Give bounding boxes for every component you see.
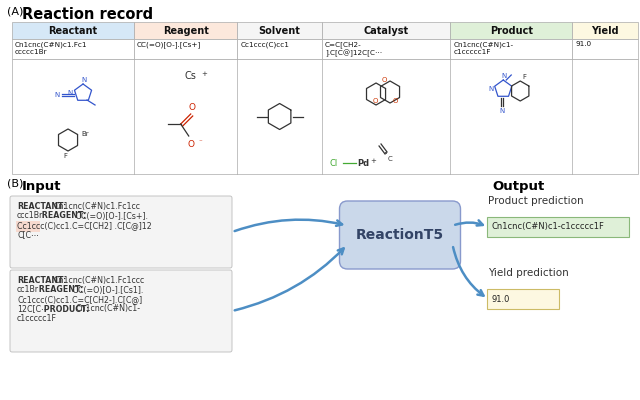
Text: CC(=O)[O-].[Cs+].: CC(=O)[O-].[Cs+].	[73, 212, 148, 220]
Text: Product: Product	[490, 26, 532, 36]
Text: ccc1Br: ccc1Br	[17, 212, 44, 220]
Text: (A): (A)	[7, 7, 24, 17]
Text: Cn1cnc(C#N)c1.Fc1
ccccc1Br: Cn1cnc(C#N)c1.Fc1 ccccc1Br	[15, 41, 88, 55]
Text: Pd: Pd	[357, 160, 369, 168]
FancyBboxPatch shape	[12, 22, 134, 39]
FancyBboxPatch shape	[16, 221, 40, 232]
Text: CC(=O)[O-].[Cs+]: CC(=O)[O-].[Cs+]	[137, 41, 202, 48]
Text: Br: Br	[81, 131, 89, 137]
Text: (B): (B)	[7, 178, 24, 188]
FancyBboxPatch shape	[10, 196, 232, 268]
Text: Cn1cnc(C#N)c1.Fc1ccc: Cn1cnc(C#N)c1.Fc1ccc	[54, 276, 145, 285]
Text: cc1Br: cc1Br	[17, 286, 39, 294]
Text: N: N	[502, 73, 507, 79]
Text: O: O	[372, 98, 378, 104]
Text: •: •	[384, 151, 388, 157]
FancyBboxPatch shape	[134, 22, 237, 39]
Text: N: N	[68, 90, 73, 96]
Text: 91.0: 91.0	[575, 41, 591, 47]
Text: Cl: Cl	[330, 160, 338, 168]
FancyBboxPatch shape	[487, 289, 559, 309]
Text: O: O	[392, 98, 397, 104]
Text: O: O	[188, 140, 194, 149]
FancyBboxPatch shape	[450, 39, 572, 59]
Text: F: F	[63, 153, 67, 159]
Text: Cc1ccc(C)cc1.C=C[CH2-].C[C@]: Cc1ccc(C)cc1.C=C[CH2-].C[C@]	[17, 295, 142, 304]
Text: PRODUCT:: PRODUCT:	[41, 304, 90, 314]
Text: REACTANT:: REACTANT:	[17, 202, 67, 211]
Text: c1ccccc1F: c1ccccc1F	[17, 314, 57, 323]
Text: Cc1ccc(C)cc1: Cc1ccc(C)cc1	[241, 41, 289, 48]
Text: Cs: Cs	[185, 71, 196, 81]
FancyBboxPatch shape	[487, 217, 629, 237]
Text: Output: Output	[492, 180, 544, 193]
FancyBboxPatch shape	[339, 201, 461, 269]
FancyBboxPatch shape	[134, 39, 237, 59]
Text: N: N	[488, 86, 493, 92]
Text: C: C	[388, 156, 393, 162]
Text: Reagent: Reagent	[163, 26, 209, 36]
Text: ReactionT5: ReactionT5	[356, 228, 444, 242]
Text: C=C[CH2-
].C[C@]12C[C⋯: C=C[CH2- ].C[C@]12C[C⋯	[325, 41, 382, 57]
Text: Cn1cnc(C#N)c1-c1ccccc1F: Cn1cnc(C#N)c1-c1ccccc1F	[492, 222, 605, 232]
Text: Product prediction: Product prediction	[488, 196, 584, 206]
Text: Cn1cnc(C#N)c1-
c1ccccc1F: Cn1cnc(C#N)c1- c1ccccc1F	[453, 41, 513, 55]
Text: 91.0: 91.0	[492, 294, 510, 304]
Text: +: +	[370, 158, 376, 164]
Text: Solvent: Solvent	[259, 26, 301, 36]
Text: Yield: Yield	[591, 26, 619, 36]
Text: Cc1ccc(C)cc1.C=C[CH2] .C[C@]12: Cc1ccc(C)cc1.C=C[CH2] .C[C@]12	[17, 221, 152, 230]
FancyBboxPatch shape	[572, 39, 638, 59]
Text: N: N	[81, 77, 86, 83]
Text: REAGENT:: REAGENT:	[39, 212, 86, 220]
Text: Reactant: Reactant	[49, 26, 97, 36]
FancyBboxPatch shape	[572, 22, 638, 39]
Text: ⁻: ⁻	[198, 139, 202, 145]
Text: N: N	[500, 108, 505, 114]
Text: Catalyst: Catalyst	[364, 26, 408, 36]
FancyBboxPatch shape	[12, 59, 638, 174]
Text: N: N	[55, 92, 60, 98]
Text: Cn1cnc(C#N)c1-: Cn1cnc(C#N)c1-	[75, 304, 140, 314]
Text: O: O	[381, 77, 387, 83]
FancyBboxPatch shape	[322, 22, 450, 39]
Text: Reaction record: Reaction record	[22, 7, 153, 22]
Text: F: F	[522, 74, 526, 80]
Text: 12C[C⋯: 12C[C⋯	[17, 304, 49, 314]
Text: REAGENT:: REAGENT:	[36, 286, 83, 294]
FancyBboxPatch shape	[237, 22, 322, 39]
Text: Cn1cnc(C#N)c1.Fc1cc: Cn1cnc(C#N)c1.Fc1cc	[54, 202, 141, 211]
FancyBboxPatch shape	[450, 22, 572, 39]
FancyBboxPatch shape	[12, 39, 134, 59]
Text: Input: Input	[22, 180, 61, 193]
Text: C[C⋯: C[C⋯	[17, 230, 39, 240]
FancyBboxPatch shape	[322, 39, 450, 59]
Text: REACTANT:: REACTANT:	[17, 276, 67, 285]
FancyBboxPatch shape	[10, 270, 232, 352]
Text: O: O	[188, 103, 195, 112]
Text: CC(=O)[O-].[Cs1].: CC(=O)[O-].[Cs1].	[70, 286, 143, 294]
Text: +: +	[202, 71, 207, 77]
Text: Yield prediction: Yield prediction	[488, 268, 569, 278]
FancyBboxPatch shape	[237, 39, 322, 59]
